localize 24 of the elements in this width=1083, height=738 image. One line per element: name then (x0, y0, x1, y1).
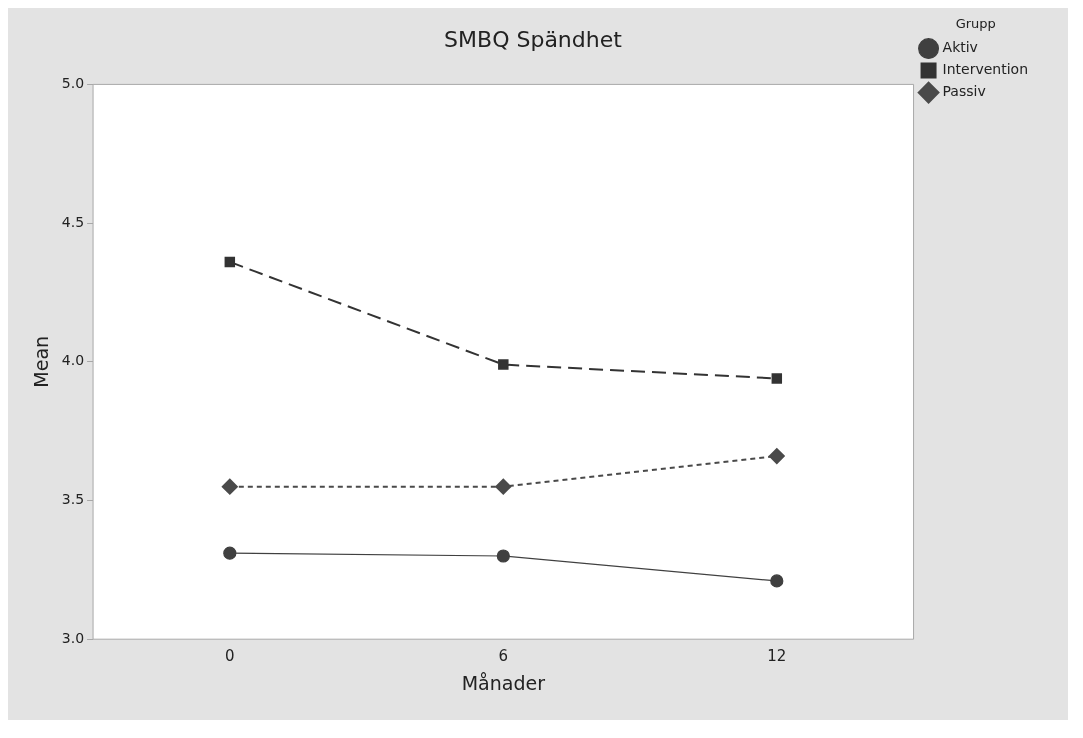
point (223, 546, 237, 560)
x-tick-label: 12 (767, 647, 787, 666)
point (221, 478, 238, 495)
x-tick-label: 0 (225, 647, 235, 666)
point (771, 373, 783, 384)
legend-label: Passiv (942, 83, 986, 100)
x-tick-label: 6 (498, 647, 509, 666)
point (495, 478, 512, 495)
legend-label: Intervention (942, 61, 1028, 78)
point (496, 549, 510, 563)
point (498, 359, 509, 370)
legend-title: Grupp (955, 15, 996, 31)
y-tick-label: 5.0 (61, 75, 85, 92)
y-axis-title: Mean (30, 335, 53, 388)
point (770, 574, 784, 588)
y-tick-label: 4.0 (61, 352, 85, 369)
point (224, 256, 236, 268)
legend-label: Aktiv (942, 39, 978, 56)
y-tick-label: 4.5 (61, 213, 85, 230)
y-tick-label: 3.0 (61, 629, 85, 646)
point (768, 448, 785, 465)
chart-title: SMBQ Spändhet (444, 26, 623, 52)
y-tick-label: 3.5 (61, 491, 85, 508)
x-axis-title: Månader (461, 671, 546, 694)
